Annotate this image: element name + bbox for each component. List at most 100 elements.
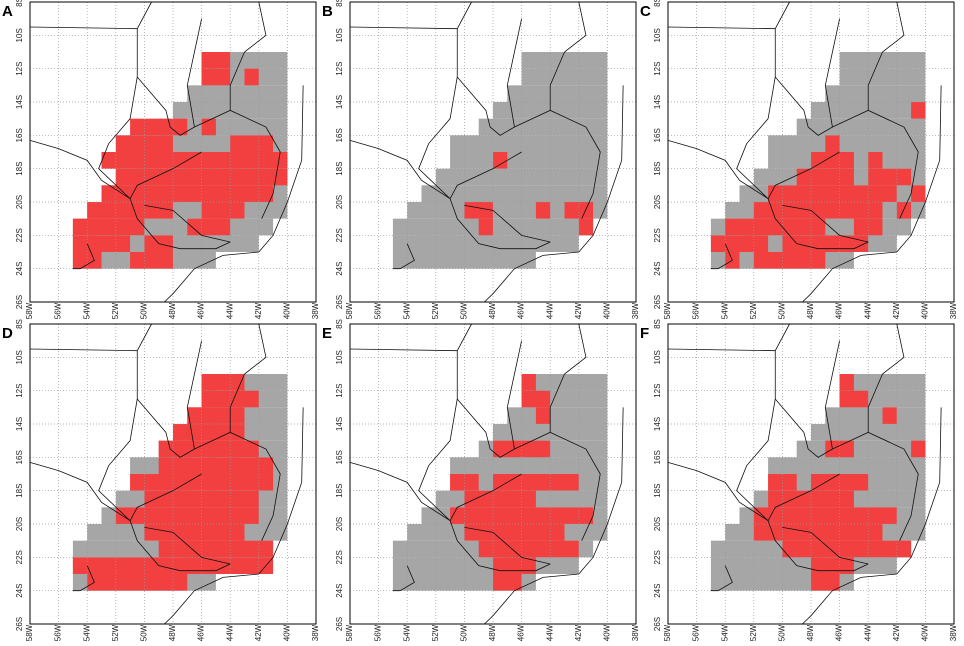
y-tick-label: 12S xyxy=(15,384,24,398)
y-tick-label: 20S xyxy=(653,517,662,531)
y-tick-label: 16S xyxy=(15,450,24,464)
x-tick-label: 56W xyxy=(54,302,63,319)
y-tick-label: 22S xyxy=(15,550,24,564)
x-tick-label: 52W xyxy=(111,624,120,641)
border-line xyxy=(164,85,304,303)
significant-area xyxy=(478,540,579,558)
map-frame xyxy=(29,323,317,625)
x-tick-label: 52W xyxy=(749,302,758,319)
significant-area xyxy=(72,557,274,574)
y-tick-label: 18S xyxy=(335,162,344,176)
x-tick-label: 46W xyxy=(517,624,526,641)
border-line xyxy=(392,243,415,270)
x-tick-label: 54W xyxy=(720,624,729,641)
significant-area xyxy=(130,118,188,136)
x-tick-label: 44W xyxy=(225,302,234,319)
border-line xyxy=(29,461,231,572)
panel-label: F xyxy=(640,325,649,342)
y-tick-label: 26S xyxy=(653,295,662,309)
shaded-area xyxy=(521,374,608,391)
y-tick-label: 18S xyxy=(15,162,24,176)
significant-area xyxy=(896,202,912,219)
significant-area xyxy=(521,390,551,408)
y-tick-label: 22S xyxy=(335,550,344,564)
y-tick-label: 24S xyxy=(653,584,662,598)
x-tick-label: 52W xyxy=(111,302,120,319)
panel-label: A xyxy=(2,3,13,20)
x-tick-label: 50W xyxy=(778,302,787,319)
y-tick-label: 20S xyxy=(15,517,24,531)
y-tick-label: 24S xyxy=(335,584,344,598)
x-tick-label: 40W xyxy=(283,302,292,319)
border-line xyxy=(867,1,905,111)
significant-area xyxy=(710,235,769,252)
significant-area xyxy=(911,102,926,119)
border-line xyxy=(449,151,522,199)
y-tick-label: 12S xyxy=(15,62,24,76)
significant-area xyxy=(450,474,479,491)
shaded-area xyxy=(839,374,926,391)
significant-area xyxy=(158,540,274,558)
x-tick-label: 48W xyxy=(168,302,177,319)
significant-area xyxy=(493,557,536,574)
x-tick-label: 42W xyxy=(892,624,901,641)
border-line xyxy=(129,473,202,521)
shaded-area xyxy=(839,68,926,86)
y-tick-label: 12S xyxy=(653,62,662,76)
x-tick-label: 44W xyxy=(225,624,234,641)
x-tick-label: 56W xyxy=(54,624,63,641)
border-line xyxy=(710,243,733,270)
y-tick-label: 10S xyxy=(653,28,662,42)
significant-area xyxy=(882,407,897,424)
y-tick-label: 14S xyxy=(653,417,662,431)
x-tick-label: 54W xyxy=(402,302,411,319)
x-tick-label: 52W xyxy=(431,624,440,641)
x-tick-label: 42W xyxy=(892,302,901,319)
x-tick-label: 50W xyxy=(460,302,469,319)
significant-area xyxy=(811,557,854,574)
shaded-area xyxy=(421,185,608,202)
shaded-area xyxy=(407,202,608,219)
y-tick-label: 16S xyxy=(653,128,662,142)
significant-area xyxy=(187,407,245,424)
significant-area xyxy=(87,574,188,591)
x-tick-label: 58W xyxy=(345,302,354,319)
y-tick-label: 8S xyxy=(15,0,24,7)
border-line xyxy=(72,243,95,270)
y-tick-label: 18S xyxy=(15,484,24,498)
y-tick-label: 16S xyxy=(15,128,24,142)
y-tick-label: 20S xyxy=(15,195,24,209)
map-frame xyxy=(349,1,637,303)
border-line xyxy=(767,473,840,521)
y-tick-label: 16S xyxy=(335,128,344,142)
y-tick-label: 22S xyxy=(653,228,662,242)
y-tick-label: 24S xyxy=(15,584,24,598)
panel-label: C xyxy=(640,3,651,20)
map-frame xyxy=(349,323,637,625)
significant-area xyxy=(158,457,274,474)
significant-area xyxy=(911,440,926,458)
x-tick-label: 42W xyxy=(254,302,263,319)
y-tick-label: 8S xyxy=(15,319,24,329)
significant-area xyxy=(201,68,231,86)
significant-area xyxy=(173,424,245,441)
significant-area xyxy=(825,440,854,458)
map-frame xyxy=(667,323,955,625)
border-line xyxy=(484,85,624,303)
map-frame xyxy=(667,1,955,303)
significant-area xyxy=(535,407,551,424)
x-tick-label: 50W xyxy=(778,624,787,641)
x-tick-label: 40W xyxy=(603,624,612,641)
shaded-area xyxy=(768,457,926,474)
x-tick-label: 46W xyxy=(517,302,526,319)
border-line xyxy=(418,350,458,521)
shaded-area xyxy=(187,85,288,102)
x-tick-label: 38W xyxy=(631,302,640,319)
significant-area xyxy=(753,252,826,269)
shaded-area xyxy=(158,118,288,136)
x-tick-label: 42W xyxy=(574,624,583,641)
significant-area xyxy=(725,218,826,236)
